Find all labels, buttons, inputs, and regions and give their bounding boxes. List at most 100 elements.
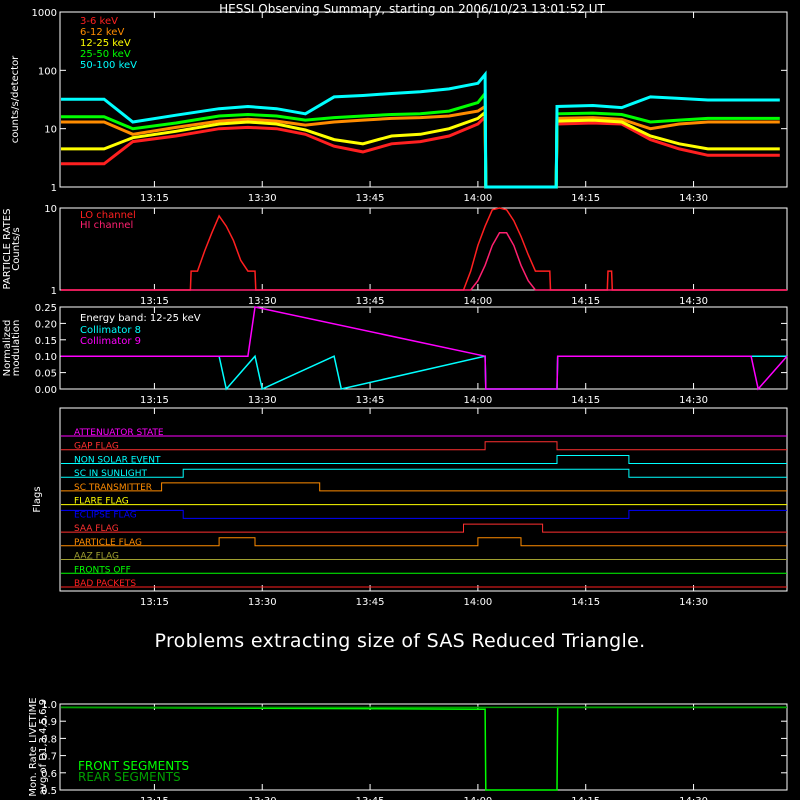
x-tick-label: 13:30 <box>248 597 277 608</box>
modulation-panel: 13:15 13:30 13:45 14:00 14:15 14:30 0.00 0.05 0.… <box>2 303 788 406</box>
flag-label: SC TRANSMITTER <box>74 483 152 493</box>
series-line <box>61 109 780 189</box>
x-tick-label: 13:30 <box>248 296 277 307</box>
legend-entry: LO channel <box>80 210 136 221</box>
x-tick-label: 14:30 <box>679 796 708 800</box>
modulation-frame <box>59 306 788 390</box>
flag-line <box>61 523 787 533</box>
flag-line <box>61 537 787 547</box>
energy-band-annotation: Energy band: 12-25 keV <box>80 313 201 324</box>
x-tick-label: 14:30 <box>679 597 708 608</box>
y-tick-label: 0.15 <box>35 336 57 347</box>
flag-label: BAD PACKETS <box>74 579 136 589</box>
livetime-frame <box>59 703 788 791</box>
flag-label: NON SOLAR EVENT <box>74 455 161 465</box>
x-tick-label: 14:15 <box>571 193 600 204</box>
flag-line <box>61 441 787 451</box>
x-tick-label: 14:00 <box>463 796 492 800</box>
x-tick-label: 13:45 <box>356 796 385 800</box>
x-tick-label: 14:30 <box>679 193 708 204</box>
y-tick-label: 10 <box>44 204 57 215</box>
flag-line <box>61 468 787 478</box>
series-line <box>61 89 780 189</box>
x-tick-label: 13:15 <box>140 796 169 800</box>
x-tick-label: 13:45 <box>356 193 385 204</box>
count-rates-panel: 13:15 13:30 13:45 14:00 14:15 14:30 1 10 100 1000… <box>10 8 788 204</box>
particle-rates-frame <box>59 207 788 291</box>
flag-label: ECLIPSE FLAG <box>74 510 137 520</box>
x-tick-label: 14:00 <box>463 193 492 204</box>
x-tick-label: 14:15 <box>571 296 600 307</box>
y-tick-label: 0.05 <box>35 369 57 380</box>
x-tick-label: 14:00 <box>463 296 492 307</box>
flags-ylabel: Flags <box>32 486 43 512</box>
series-line <box>61 354 787 391</box>
flag-label: SAA FLAG <box>74 524 119 534</box>
y-tick-label: 0.8 <box>41 734 57 745</box>
x-tick-label: 14:30 <box>679 296 708 307</box>
series-line <box>61 306 788 391</box>
series-line <box>61 103 780 189</box>
x-tick-label: 14:15 <box>571 597 600 608</box>
legend-entry: Collimator 9 <box>80 336 141 347</box>
y-tick-label: 0.7 <box>41 752 57 763</box>
flag-label: GAP FLAG <box>74 442 119 452</box>
particle-rates-ylabel: PARTICLE RATES <box>2 209 13 290</box>
count-rates-frame <box>59 11 788 188</box>
figure-title: HESSI Observing Summary, starting on 200… <box>219 2 605 16</box>
x-tick-label: 14:00 <box>463 597 492 608</box>
y-tick-label: 0.5 <box>41 786 57 797</box>
flag-line <box>61 509 787 519</box>
legend-entry: 25-50 keV <box>80 49 131 60</box>
flag-line <box>61 455 787 464</box>
y-tick-label: 0.6 <box>41 769 57 780</box>
flag-label: SC IN SUNLIGHT <box>74 469 148 479</box>
particle-rates-ylabel: Counts/s <box>11 227 22 271</box>
x-tick-label: 13:15 <box>140 296 169 307</box>
x-tick-label: 13:30 <box>248 193 277 204</box>
x-tick-label: 13:30 <box>248 796 277 800</box>
series-line <box>61 70 780 189</box>
modulation-ylabel: modulation <box>11 320 22 377</box>
sas-message: Problems extracting size of SAS Reduced … <box>154 630 646 652</box>
legend-entry: 50-100 keV <box>80 60 137 71</box>
y-tick-label: 0.00 <box>35 385 57 396</box>
particle-rates-panel: 13:15 13:30 13:45 14:00 14:15 14:30 1 10 PARTICL… <box>2 204 788 307</box>
y-tick-label: 1.0 <box>41 700 57 711</box>
x-tick-label: 13:45 <box>356 296 385 307</box>
x-tick-label: 14:00 <box>463 395 492 406</box>
legend-entry: 3-6 keV <box>80 16 118 27</box>
flag-label: AAZ FLAG <box>74 552 119 562</box>
modulation-ylabel: Normalized <box>2 320 13 377</box>
y-tick-label: 1 <box>51 183 57 194</box>
x-tick-label: 13:30 <box>248 395 277 406</box>
livetime-panel: 13:15 13:30 13:45 14:00 14:15 14:30 0.5 0.6 0.7 0… <box>28 697 788 800</box>
flag-label: FLARE FLAG <box>74 497 129 507</box>
x-tick-label: 13:15 <box>140 193 169 204</box>
x-tick-label: 14:30 <box>679 395 708 406</box>
x-tick-label: 14:15 <box>571 796 600 800</box>
x-tick-label: 14:15 <box>571 395 600 406</box>
legend-entry: REAR SEGMENTS <box>78 770 181 784</box>
x-tick-label: 13:45 <box>356 395 385 406</box>
y-tick-label: 100 <box>38 66 57 77</box>
flags-frame <box>59 407 788 592</box>
x-tick-label: 13:45 <box>356 597 385 608</box>
y-tick-label: 0.20 <box>35 319 57 330</box>
flag-label: PARTICLE FLAG <box>74 538 142 548</box>
x-tick-label: 13:15 <box>140 597 169 608</box>
series-line <box>61 207 787 291</box>
y-tick-label: 0.9 <box>41 717 57 728</box>
y-tick-label: 0.10 <box>35 352 57 363</box>
flag-line <box>61 482 787 492</box>
series-line <box>61 113 780 189</box>
flag-label: ATTENUATOR STATE <box>74 428 164 438</box>
legend-entry: Collimator 8 <box>80 325 141 336</box>
series-line <box>61 231 787 291</box>
livetime-ylabel: avg of D1,3,4,5,6,9 <box>38 699 49 795</box>
y-tick-label: 1 <box>51 286 57 297</box>
y-tick-label: 1000 <box>32 8 57 19</box>
x-tick-label: 13:15 <box>140 395 169 406</box>
legend-entry: FRONT SEGMENTS <box>78 759 189 773</box>
